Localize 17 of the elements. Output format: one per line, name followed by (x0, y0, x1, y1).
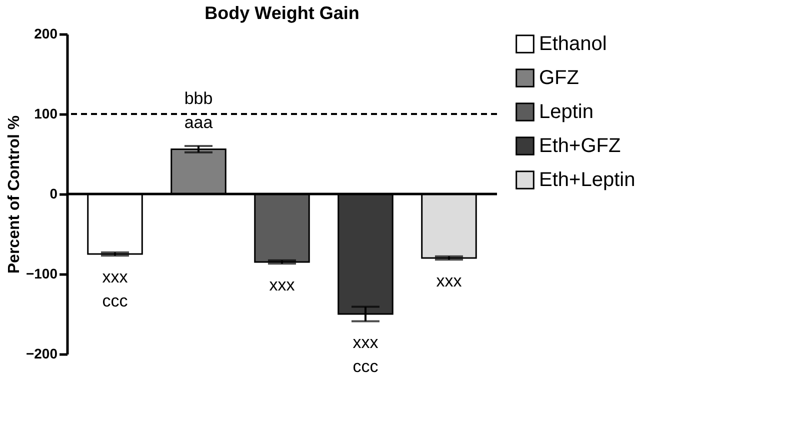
y-tick-label: −100 (26, 266, 58, 282)
annotation: xxx ccc (102, 268, 128, 311)
legend-label: GFZ (539, 67, 579, 89)
annotation: xxx (436, 272, 462, 291)
annotation: xxx (269, 276, 296, 295)
legend-label: Leptin (539, 101, 594, 123)
y-axis-title: Percent of Control % (6, 115, 23, 274)
legend-label: Ethanol (539, 33, 607, 55)
annotation: bbb aaa (184, 89, 214, 132)
annotation: xxx ccc (352, 333, 379, 376)
legend-label: Eth+Leptin (539, 169, 636, 191)
legend-label: Eth+GFZ (539, 135, 621, 157)
chart-title: Body Weight Gain (204, 3, 360, 23)
y-tick-label: 200 (34, 26, 58, 42)
y-tick-label: 100 (34, 106, 58, 122)
y-tick-label: 0 (50, 186, 58, 202)
y-tick-label: −200 (26, 346, 58, 362)
